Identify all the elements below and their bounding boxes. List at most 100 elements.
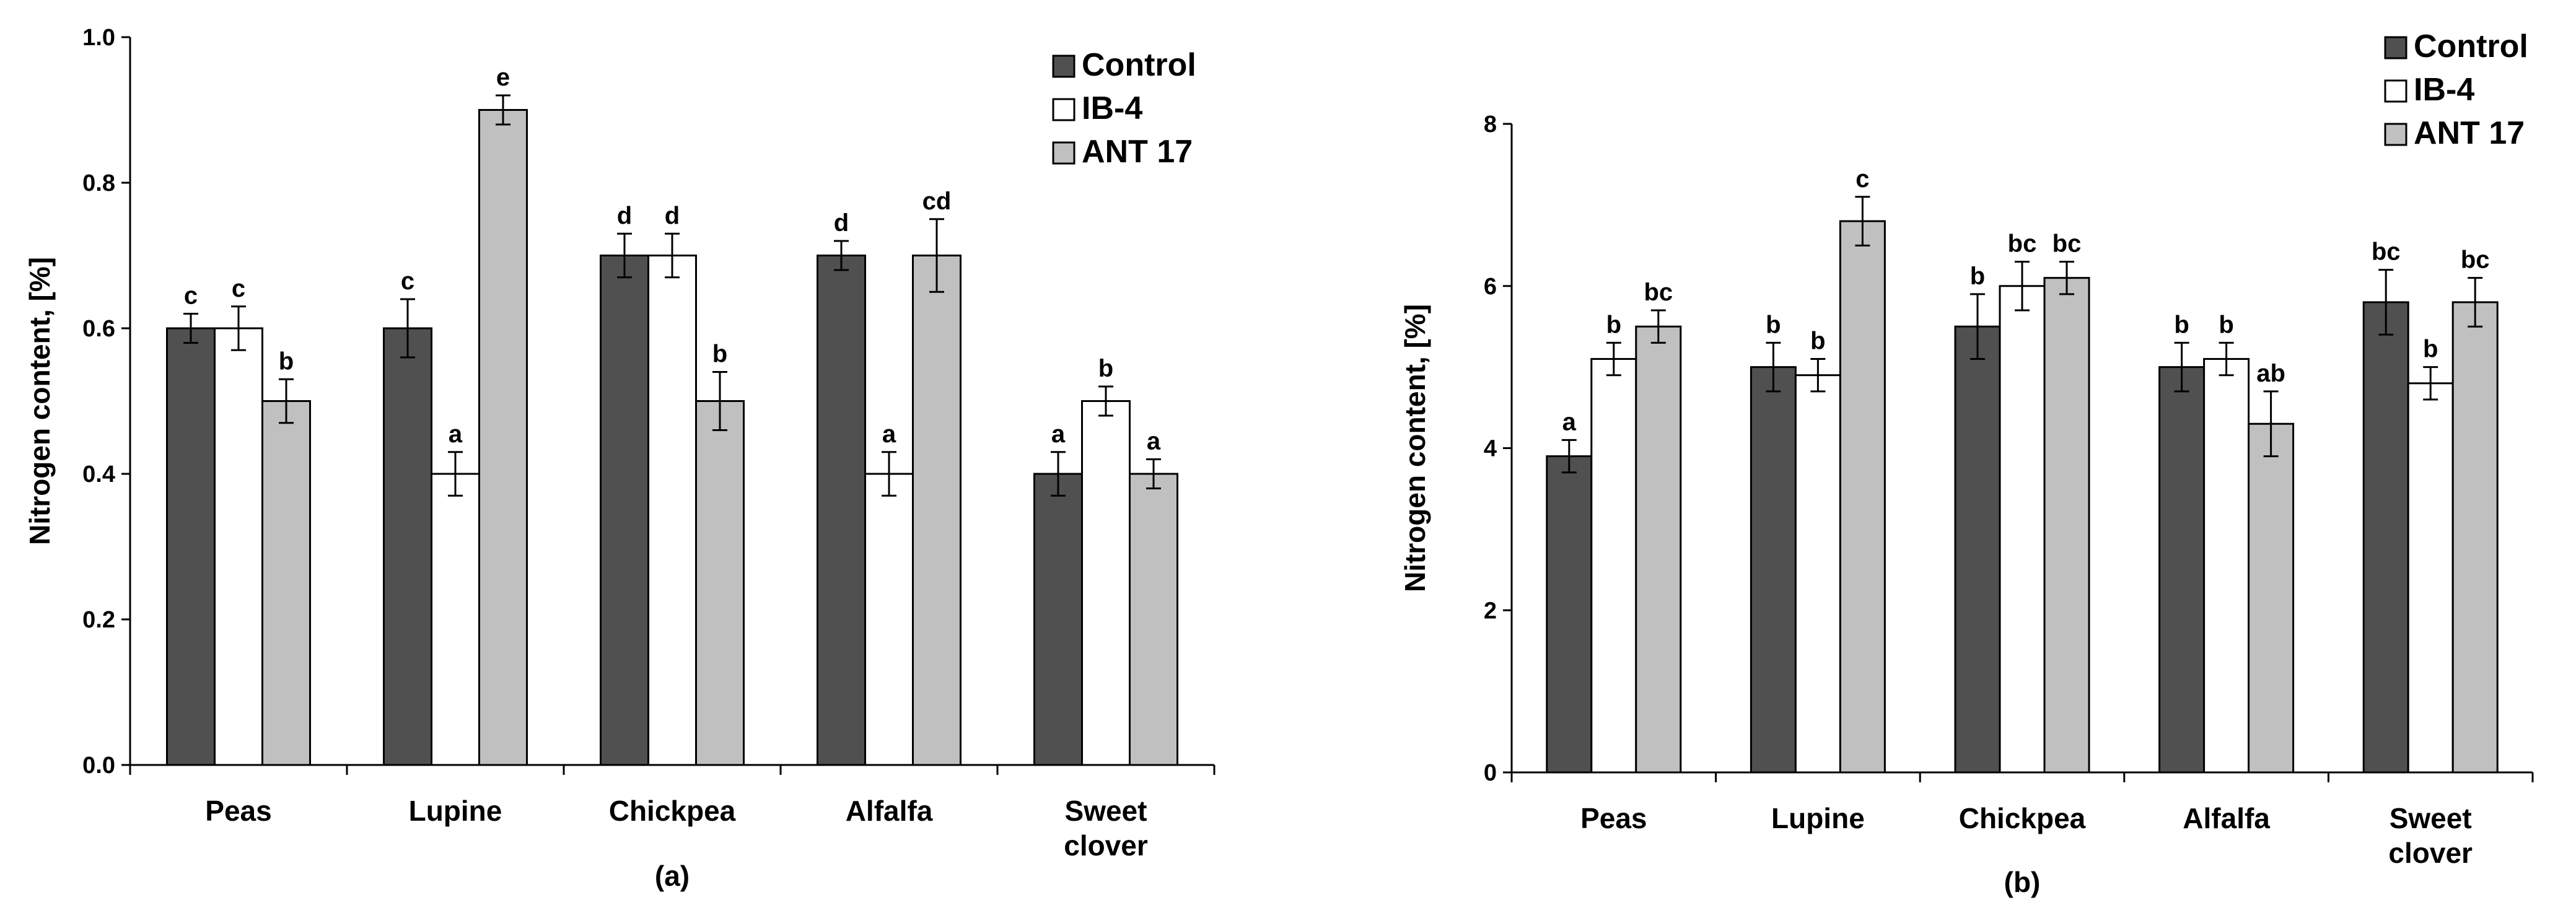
x-category-label: Alfalfa [846, 795, 933, 827]
bar-ant-17 [2043, 277, 2090, 774]
legend-label: Control [2414, 28, 2528, 64]
significance-letter: b [1606, 311, 1621, 338]
x-category-label: Sweet clover [2388, 802, 2473, 869]
panel-label: (b) [2004, 866, 2041, 898]
bar-ib-4 [1590, 358, 1637, 774]
bar-ant-17 [2248, 422, 2295, 774]
x-category-label: Peas [1580, 802, 1647, 834]
bar-ant-17 [261, 400, 311, 766]
significance-letter: ab [2256, 360, 2285, 387]
x-category-label: Lupine [1771, 802, 1865, 834]
bar-ib-4 [2203, 358, 2250, 774]
significance-letter: d [617, 202, 632, 229]
bar-ant-17 [1635, 325, 1682, 774]
y-tick-label: 0.2 [82, 607, 115, 633]
x-category-label: Sweet clover [1064, 795, 1148, 862]
significance-letter: bc [2052, 230, 2082, 257]
y-tick-label: 0.4 [82, 461, 115, 487]
significance-letter: cd [922, 188, 952, 215]
bar-control [1750, 366, 1797, 774]
y-axis-title: Nitrogen content, [%] [24, 257, 56, 545]
y-tick-label: 8 [1484, 111, 1497, 138]
bar-ib-4 [2407, 382, 2454, 774]
bar-control [2158, 366, 2206, 774]
significance-letter: a [882, 421, 896, 448]
bar-control [1954, 325, 2001, 774]
bar-ant-17 [912, 255, 962, 766]
bar-control [2362, 301, 2409, 774]
bar-ib-4 [214, 327, 263, 766]
bar-control [383, 327, 432, 766]
bar-ant-17 [1129, 473, 1178, 766]
significance-letter: b [279, 347, 294, 375]
significance-letter: c [232, 275, 245, 302]
legend-swatch [1052, 141, 1076, 165]
significance-letter: c [401, 268, 414, 295]
bar-ant-17 [478, 109, 528, 766]
legend-label: IB-4 [1082, 90, 1142, 126]
significance-letter: bc [2372, 238, 2401, 266]
significance-letter: a [1051, 421, 1066, 448]
significance-letter: b [712, 341, 727, 368]
significance-letter: a [1147, 428, 1161, 455]
bar-ant-17 [1839, 220, 1886, 774]
bar-control [600, 255, 649, 766]
significance-letter: b [2219, 311, 2233, 338]
significance-letter: b [1970, 263, 1985, 290]
bar-ib-4 [647, 255, 697, 766]
legend-label: Control [1082, 47, 1196, 83]
significance-letter: b [1810, 328, 1825, 355]
legend-swatch [2384, 79, 2407, 103]
panel-label: (a) [655, 860, 690, 892]
significance-letter: d [665, 202, 680, 229]
x-category-label: Chickpea [609, 795, 736, 827]
x-category-label: Chickpea [1959, 802, 2086, 834]
bar-ib-4 [1999, 285, 2046, 774]
y-tick-label: 0.6 [82, 316, 115, 342]
y-tick-label: 4 [1484, 436, 1497, 462]
y-tick-label: 0 [1484, 760, 1497, 786]
bar-ib-4 [864, 473, 914, 766]
y-tick-label: 6 [1484, 274, 1497, 300]
x-category-label: Alfalfa [2183, 802, 2270, 834]
significance-letter: b [1766, 311, 1781, 338]
x-category-label: Lupine [409, 795, 502, 827]
y-tick-label: 0.8 [82, 170, 115, 196]
bar-control [817, 255, 866, 766]
y-tick-label: 0.0 [82, 753, 115, 779]
significance-letter: c [184, 282, 198, 310]
significance-letter: b [2174, 311, 2189, 338]
significance-letter: e [496, 64, 510, 91]
bar-control [1033, 473, 1083, 766]
significance-letter: b [1098, 355, 1113, 382]
significance-letter: bc [2461, 247, 2490, 274]
bar-ib-4 [1081, 400, 1131, 766]
legend-label: IB-4 [2414, 72, 2474, 108]
y-tick-label: 1.0 [82, 25, 115, 51]
bar-control [166, 327, 216, 766]
legend-swatch [2384, 123, 2407, 146]
legend-swatch [1052, 98, 1076, 121]
legend-label: ANT 17 [2414, 115, 2525, 151]
significance-letter: bc [2008, 230, 2037, 257]
bar-ib-4 [431, 473, 480, 766]
y-axis-title: Nitrogen content, [%] [1399, 304, 1431, 592]
bar-ib-4 [1794, 374, 1841, 774]
significance-letter: bc [1644, 279, 1673, 306]
panel-a-chart: 0.0 0.2 0.4 0.6 0.8 1.0 Nitrogen content, [%] c… [24, 25, 1216, 892]
legend-swatch [2384, 36, 2407, 59]
significance-letter: b [2423, 336, 2438, 363]
bar-ant-17 [2451, 301, 2499, 774]
bar-control [1546, 455, 1593, 774]
significance-letter: d [834, 209, 849, 237]
legend-label: ANT 17 [1082, 134, 1193, 170]
legend-swatch [1052, 55, 1076, 78]
significance-letter: a [449, 421, 463, 448]
y-tick-label: 2 [1484, 598, 1497, 624]
significance-letter: c [1855, 165, 1869, 193]
bar-ant-17 [695, 400, 745, 766]
significance-letter: a [1562, 408, 1577, 435]
x-category-label: Peas [205, 795, 271, 827]
